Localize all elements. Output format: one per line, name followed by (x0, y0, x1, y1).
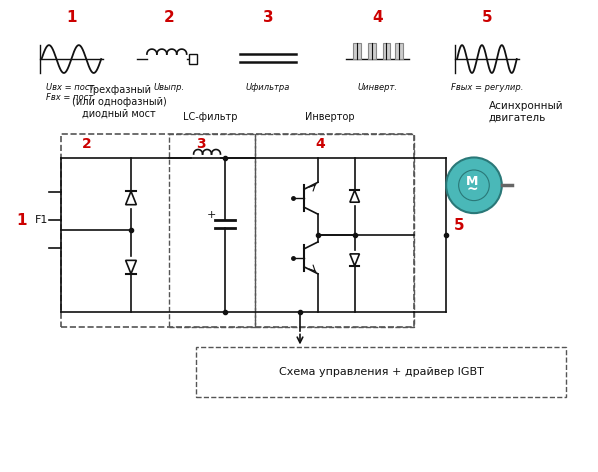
Bar (383, 43, 390, 59)
Text: +: + (207, 210, 216, 220)
Polygon shape (350, 190, 359, 202)
Text: Uфильтра: Uфильтра (246, 83, 291, 92)
Text: F1: F1 (35, 215, 48, 225)
Text: 3: 3 (263, 10, 273, 25)
Text: LC-фильтр: LC-фильтр (183, 112, 238, 122)
Text: Асинхронный
двигатель: Асинхронный двигатель (489, 101, 563, 123)
Bar (395, 43, 404, 59)
Text: Инвертор: Инвертор (305, 112, 355, 122)
Bar (188, 54, 197, 64)
Text: Схема управления + драйвер IGBT: Схема управления + драйвер IGBT (279, 367, 483, 377)
FancyBboxPatch shape (196, 347, 566, 397)
Circle shape (446, 158, 502, 213)
Text: 3: 3 (196, 136, 205, 151)
Text: Uинверт.: Uинверт. (358, 83, 398, 92)
Text: Uвх = пост.
Fвх = пост.: Uвх = пост. Fвх = пост. (46, 83, 97, 102)
Text: Трехфазный
(или однофазный)
диодный мост: Трехфазный (или однофазный) диодный мост (72, 85, 166, 118)
Text: 2: 2 (163, 10, 174, 25)
Text: 2: 2 (81, 136, 91, 151)
Text: 5: 5 (481, 10, 492, 25)
Polygon shape (126, 261, 136, 274)
Text: Fвых = регулир.: Fвых = регулир. (451, 83, 523, 92)
Polygon shape (126, 191, 136, 205)
Text: 1: 1 (66, 10, 77, 25)
Bar (368, 43, 376, 59)
Text: 1: 1 (16, 212, 27, 228)
Text: M: M (466, 175, 478, 188)
Text: ~: ~ (466, 183, 478, 197)
Text: 4: 4 (315, 136, 325, 151)
Text: 5: 5 (454, 218, 465, 233)
Bar (353, 43, 361, 59)
Text: Uвыпр.: Uвыпр. (153, 83, 184, 92)
Polygon shape (350, 254, 359, 266)
Text: 4: 4 (372, 10, 383, 25)
